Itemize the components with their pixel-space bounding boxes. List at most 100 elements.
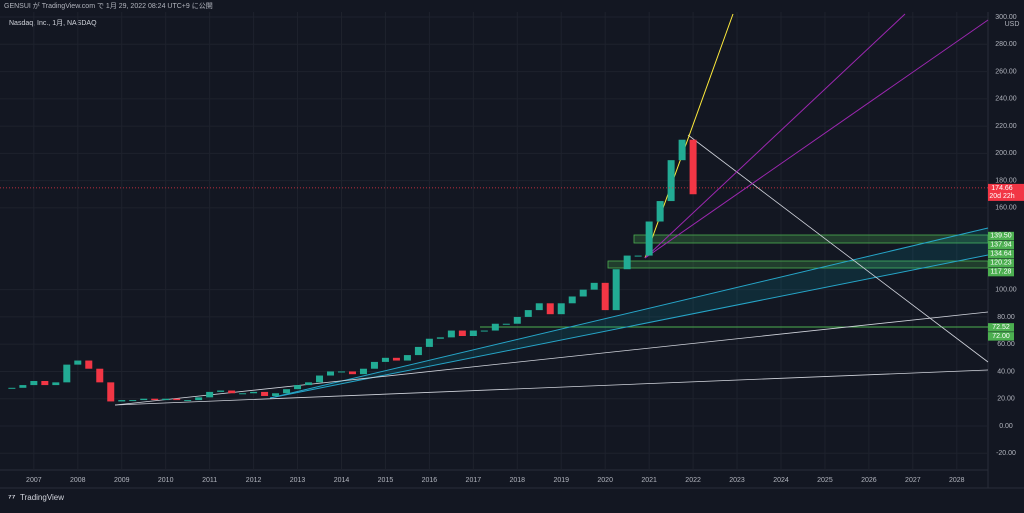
level-label: 134.64 bbox=[990, 251, 1012, 258]
x-tick-label: 2026 bbox=[861, 477, 877, 484]
candle bbox=[96, 368, 104, 383]
candle bbox=[239, 393, 247, 395]
y-tick-label: 160.00 bbox=[995, 205, 1017, 212]
candle bbox=[118, 400, 126, 402]
level-label: 72.52 bbox=[992, 324, 1010, 331]
x-tick-label: 2020 bbox=[597, 477, 613, 484]
candle bbox=[425, 338, 433, 347]
candle bbox=[535, 303, 543, 311]
candle bbox=[381, 357, 389, 362]
candle bbox=[568, 296, 576, 304]
level-label-box bbox=[988, 332, 1014, 341]
level-label: 139.50 bbox=[990, 233, 1012, 240]
candle bbox=[272, 393, 280, 396]
x-tick-label: 2018 bbox=[510, 477, 526, 484]
level-label: 120.23 bbox=[990, 260, 1012, 267]
candle bbox=[590, 282, 598, 290]
candle bbox=[195, 397, 203, 401]
candle bbox=[513, 316, 521, 324]
candle bbox=[634, 255, 642, 257]
candle bbox=[414, 346, 422, 356]
candle bbox=[623, 255, 631, 270]
candle bbox=[447, 330, 455, 338]
fan-line bbox=[644, 13, 906, 259]
candle bbox=[480, 330, 488, 332]
publisher: GENSUI が TradingView.com で 1月 29, 2022 0… bbox=[4, 1, 213, 10]
candle bbox=[206, 391, 214, 398]
candle bbox=[129, 400, 137, 402]
candle bbox=[458, 330, 466, 337]
y-tick-label: 280.00 bbox=[995, 41, 1017, 48]
candle bbox=[151, 398, 159, 401]
candle bbox=[283, 389, 291, 394]
y-tick-label: 100.00 bbox=[995, 287, 1017, 294]
x-tick-label: 2015 bbox=[378, 477, 394, 484]
candle bbox=[30, 380, 38, 386]
candle bbox=[667, 160, 675, 202]
level-label-box bbox=[988, 240, 1014, 250]
x-tick-label: 2021 bbox=[641, 477, 657, 484]
candle bbox=[348, 371, 356, 375]
y-tick-label: 0.00 bbox=[999, 423, 1013, 430]
candle bbox=[392, 357, 400, 361]
candle bbox=[502, 323, 510, 325]
x-tick-label: 2024 bbox=[773, 477, 789, 484]
candle bbox=[261, 391, 269, 396]
y-tick-label: 80.00 bbox=[997, 314, 1015, 321]
y-tick-label: 40.00 bbox=[997, 368, 1015, 375]
candle bbox=[316, 375, 324, 383]
candle bbox=[162, 398, 170, 401]
candle bbox=[63, 364, 71, 383]
x-tick-label: 2007 bbox=[26, 477, 42, 484]
level-label-box bbox=[988, 249, 1014, 259]
candle bbox=[140, 398, 148, 401]
x-tick-label: 2016 bbox=[422, 477, 438, 484]
candle bbox=[52, 382, 60, 386]
x-tick-label: 2011 bbox=[202, 477, 217, 484]
y-tick-label: 260.00 bbox=[995, 68, 1017, 75]
trend-line bbox=[114, 369, 989, 406]
level-label-box bbox=[988, 258, 1014, 268]
level-label: 137.94 bbox=[990, 242, 1012, 249]
candle bbox=[217, 390, 225, 392]
candle bbox=[228, 390, 236, 394]
y-tick-label: 180.00 bbox=[995, 177, 1017, 184]
candle bbox=[579, 289, 587, 297]
candle bbox=[173, 398, 181, 401]
candle bbox=[19, 385, 27, 388]
x-tick-label: 2012 bbox=[246, 477, 262, 484]
candle bbox=[74, 360, 82, 365]
candle bbox=[678, 139, 686, 161]
candle bbox=[524, 310, 532, 317]
trend-line bbox=[114, 311, 989, 406]
x-tick-label: 2022 bbox=[685, 477, 701, 484]
countdown: 20d 22h bbox=[989, 193, 1014, 200]
candle bbox=[469, 330, 477, 337]
candle bbox=[41, 380, 49, 386]
x-tick-label: 2009 bbox=[114, 477, 130, 484]
y-tick-label: 240.00 bbox=[995, 96, 1017, 103]
x-tick-label: 2019 bbox=[553, 477, 569, 484]
brand-logo: ⁷⁷ bbox=[8, 492, 16, 502]
candle bbox=[305, 382, 313, 386]
x-tick-label: 2028 bbox=[949, 477, 965, 484]
y-tick-label: 220.00 bbox=[995, 123, 1017, 130]
x-tick-label: 2023 bbox=[729, 477, 745, 484]
candle bbox=[491, 323, 499, 331]
level-label-box bbox=[988, 267, 1014, 277]
x-tick-label: 2014 bbox=[334, 477, 350, 484]
level-label-box bbox=[988, 323, 1014, 332]
candle bbox=[645, 221, 653, 256]
candle bbox=[546, 303, 554, 315]
y-tick-label: 60.00 bbox=[997, 341, 1015, 348]
x-tick-label: 2025 bbox=[817, 477, 833, 484]
candle bbox=[601, 282, 609, 311]
fan-line bbox=[644, 19, 989, 259]
candle bbox=[436, 337, 444, 339]
y-tick-label: 300.00 bbox=[995, 14, 1017, 21]
candle bbox=[370, 361, 378, 369]
candle bbox=[359, 368, 367, 375]
level-label: 72.00 bbox=[992, 333, 1010, 340]
candle bbox=[107, 382, 115, 402]
